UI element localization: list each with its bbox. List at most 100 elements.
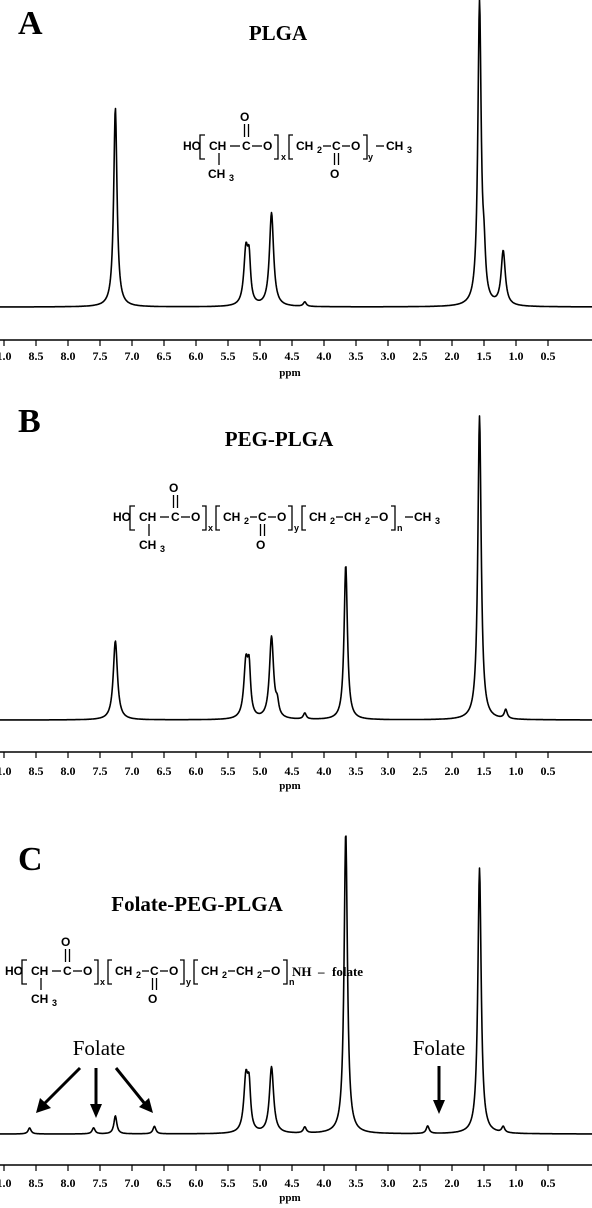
panel-title-a: PLGA (249, 21, 308, 45)
x-tick-label-c-14: 2.0 (445, 1176, 460, 1190)
svg-text:x: x (281, 152, 286, 162)
x-tick-label-a-9: 4.5 (285, 349, 300, 363)
x-tick-label-a-3: 7.5 (93, 349, 108, 363)
svg-text:2: 2 (136, 970, 141, 980)
svg-text:CH: CH (344, 510, 361, 524)
svg-text:CH: CH (236, 964, 253, 978)
x-tick-label-b-6: 6.0 (189, 764, 204, 778)
x-tick-label-a-17: 0.5 (541, 349, 556, 363)
x-tick-label-a-12: 3.0 (381, 349, 396, 363)
svg-text:O: O (351, 139, 360, 153)
svg-text:y: y (368, 152, 373, 162)
panel-label-c: C (18, 841, 43, 878)
x-tick-label-c-15: 1.5 (477, 1176, 492, 1190)
x-tick-label-a-15: 1.5 (477, 349, 492, 363)
x-tick-label-b-12: 3.0 (381, 764, 396, 778)
svg-text:O: O (379, 510, 388, 524)
x-tick-label-a-14: 2.0 (445, 349, 460, 363)
x-tick-label-a-1: 8.5 (29, 349, 44, 363)
x-tick-label-a-4: 7.0 (125, 349, 140, 363)
svg-text:CH: CH (386, 139, 403, 153)
svg-text:3: 3 (229, 173, 234, 183)
x-tick-label-a-0: 1.0 (0, 349, 12, 363)
svg-text:C: C (258, 510, 267, 524)
svg-text:CH: CH (115, 964, 132, 978)
folate-arrowhead-3 (139, 1098, 153, 1113)
svg-text:2: 2 (317, 145, 322, 155)
panel-label-b: B (18, 403, 41, 440)
x-tick-label-c-7: 5.5 (221, 1176, 236, 1190)
svg-text:–: – (317, 964, 325, 979)
svg-text:O: O (169, 481, 178, 495)
svg-text:x: x (208, 523, 213, 533)
spectrum-line-a (0, 0, 592, 308)
svg-text:CH: CH (309, 510, 326, 524)
svg-text:HO: HO (5, 964, 23, 978)
peak-a-6 (483, 270, 485, 272)
x-tick-label-c-12: 3.0 (381, 1176, 396, 1190)
structure-peg-plga: HO CH C O O x CH 3 CH 2 C O O y (113, 481, 440, 554)
svg-text:2: 2 (330, 516, 335, 526)
svg-text:3: 3 (52, 998, 57, 1008)
x-tick-label-b-8: 5.0 (253, 764, 268, 778)
folate-arrow-1 (42, 1066, 82, 1106)
x-tick-label-c-10: 4.0 (317, 1176, 332, 1190)
x-tick-label-c-11: 3.5 (349, 1176, 364, 1190)
folate-arrowhead-2 (90, 1104, 102, 1118)
x-ticks-a: 1.0 8.5 8.0 7.5 7.0 6.5 6.0 5.5 5.0 4.5 4.0 3.5 3.0 2… (0, 340, 556, 363)
x-tick-label-a-8: 5.0 (253, 349, 268, 363)
svg-text:3: 3 (435, 516, 440, 526)
panel-title-b: PEG-PLGA (225, 427, 334, 451)
svg-text:O: O (256, 538, 265, 552)
x-tick-label-c-1: 8.5 (29, 1176, 44, 1190)
folate-arrows (36, 1066, 445, 1118)
svg-text:3: 3 (160, 544, 165, 554)
x-tick-label-a-2: 8.0 (61, 349, 76, 363)
svg-text:O: O (169, 964, 178, 978)
svg-text:O: O (240, 110, 249, 124)
x-ticks-b: 1.0 8.5 8.0 7.5 7.0 6.5 6.0 5.5 5.0 4.5 4.0 3.5 3.0 2… (0, 752, 556, 778)
svg-text:CH: CH (201, 964, 218, 978)
panel-b: B PEG-PLGA HO CH C O O x CH 3 CH 2 C O (0, 403, 592, 792)
x-ticks-c: 1.0 8.5 8.0 7.5 7.0 6.5 6.0 5.5 5.0 4.5 4.0 3.5 3.0 2… (0, 1165, 556, 1190)
panel-a: A PLGA HO CH C O O x CH 3 CH 2 C O (0, 0, 592, 379)
svg-text:CH: CH (208, 167, 225, 181)
x-tick-label-a-5: 6.5 (157, 349, 172, 363)
x-tick-label-b-10: 4.0 (317, 764, 332, 778)
folate-arrowhead-4 (433, 1100, 445, 1114)
x-axis-title-a: ppm (279, 367, 300, 379)
svg-text:2: 2 (244, 516, 249, 526)
x-tick-label-c-13: 2.5 (413, 1176, 428, 1190)
svg-text:2: 2 (257, 970, 262, 980)
x-tick-label-b-1: 8.5 (29, 764, 44, 778)
svg-text:3: 3 (407, 145, 412, 155)
folate-annotation-right: Folate (413, 1036, 466, 1060)
structure-plga: HO CH C O O x CH 3 CH 2 C O O y (183, 110, 412, 183)
svg-text:CH: CH (31, 992, 48, 1006)
svg-text:O: O (83, 964, 92, 978)
spectrum-line-c (0, 835, 592, 1135)
folate-arrowhead-1 (36, 1098, 51, 1113)
svg-text:2: 2 (222, 970, 227, 980)
svg-text:HO: HO (113, 510, 131, 524)
svg-text:C: C (63, 964, 72, 978)
x-tick-label-c-17: 0.5 (541, 1176, 556, 1190)
svg-text:CH: CH (414, 510, 431, 524)
svg-text:CH: CH (209, 139, 226, 153)
x-tick-label-b-16: 1.0 (509, 764, 524, 778)
x-tick-label-c-6: 6.0 (189, 1176, 204, 1190)
panel-label-a: A (18, 5, 43, 42)
svg-text:O: O (277, 510, 286, 524)
spectrum-line-b (0, 415, 592, 721)
peak-c-8 (345, 831, 347, 833)
svg-text:C: C (242, 139, 251, 153)
x-tick-label-b-14: 2.0 (445, 764, 460, 778)
svg-text:O: O (61, 935, 70, 949)
svg-text:O: O (148, 992, 157, 1006)
x-tick-label-a-11: 3.5 (349, 349, 364, 363)
svg-text:HO: HO (183, 139, 201, 153)
x-tick-label-b-5: 6.5 (157, 764, 172, 778)
x-tick-label-a-10: 4.0 (317, 349, 332, 363)
x-tick-label-a-16: 1.0 (509, 349, 524, 363)
